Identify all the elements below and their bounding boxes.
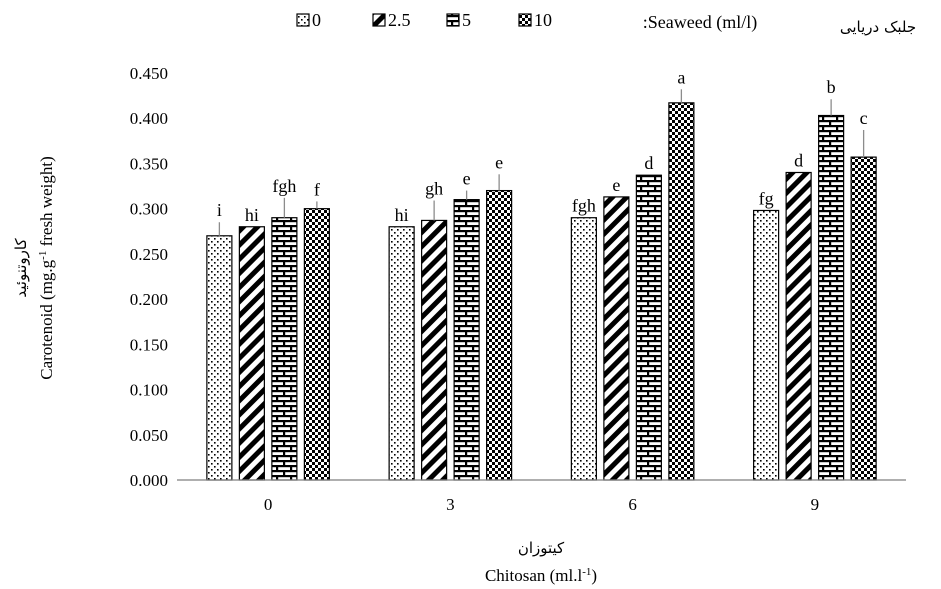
x-tick-label: 3 [446, 495, 455, 514]
significance-letter: e [612, 175, 620, 195]
x-axis-title: Chitosan (ml.l-1) [485, 566, 597, 585]
bar [785, 171, 812, 481]
y-tick-label: 0.400 [130, 109, 168, 128]
significance-letter: b [827, 77, 836, 97]
legend-label: 2.5 [388, 10, 411, 30]
significance-letter: hi [395, 205, 409, 225]
bar [753, 209, 780, 481]
x-tick-label: 0 [264, 495, 273, 514]
bar [486, 189, 513, 481]
y-tick-label: 0.100 [130, 381, 168, 400]
legend-swatch [446, 13, 460, 27]
y-tick-label: 0.300 [130, 200, 168, 219]
bar [668, 102, 695, 481]
y-tick-label: 0.350 [130, 154, 168, 173]
significance-letter: d [794, 150, 803, 170]
y-tick-label: 0.200 [130, 290, 168, 309]
bar [850, 156, 877, 481]
legend: 0 2.5 5 10 [296, 10, 552, 30]
y-tick-label: 0.250 [130, 245, 168, 264]
legend-title: :Seaweed (ml/l) [643, 12, 757, 33]
significance-letter: f [314, 179, 320, 199]
legend-label: 10 [534, 10, 552, 30]
x-axis-title-persian: کیتوزان [518, 539, 565, 557]
x-tick-label: 9 [811, 495, 820, 514]
bar [570, 217, 597, 481]
significance-letter: e [463, 169, 471, 189]
y-tick-label: 0.050 [130, 426, 168, 445]
legend-title-persian: جلبک دریایی [840, 18, 916, 36]
y-tick-label: 0.000 [130, 471, 168, 490]
significance-letter: fg [759, 188, 774, 208]
significance-letter: i [217, 200, 222, 220]
x-tick-label: 6 [628, 495, 637, 514]
significance-letter: fgh [572, 196, 596, 216]
legend-swatch [518, 13, 532, 27]
y-axis-title: Carotenoid (mg.g-1 fresh weight) [37, 156, 56, 380]
bar [818, 114, 845, 481]
significance-letter: gh [425, 179, 443, 199]
y-tick-label: 0.450 [130, 64, 168, 83]
legend-label: 5 [462, 10, 471, 30]
bar [421, 219, 448, 481]
significance-letter: d [644, 153, 653, 173]
y-tick-label: 0.150 [130, 335, 168, 354]
y-axis-title-persian: کاروتنوئید [12, 238, 30, 298]
bar [206, 235, 233, 481]
significance-letter: fgh [272, 176, 296, 196]
significance-letter: e [495, 152, 503, 172]
bar [453, 199, 480, 481]
bar [635, 174, 662, 481]
legend-label: 0 [312, 10, 321, 30]
bar [603, 196, 630, 481]
significance-letter: a [677, 67, 685, 87]
legend-swatch [372, 13, 386, 27]
significance-letter: c [860, 108, 868, 128]
bar [303, 208, 330, 481]
bar [238, 226, 265, 481]
bar [388, 226, 415, 481]
legend-swatch [296, 13, 310, 27]
x-axis-ticks: 0 3 6 9 [264, 495, 819, 514]
y-axis-ticks: 0.000 0.050 0.100 0.150 0.200 0.250 0.300 0.350… [130, 64, 168, 490]
bar [271, 217, 298, 481]
significance-letter: hi [245, 205, 259, 225]
